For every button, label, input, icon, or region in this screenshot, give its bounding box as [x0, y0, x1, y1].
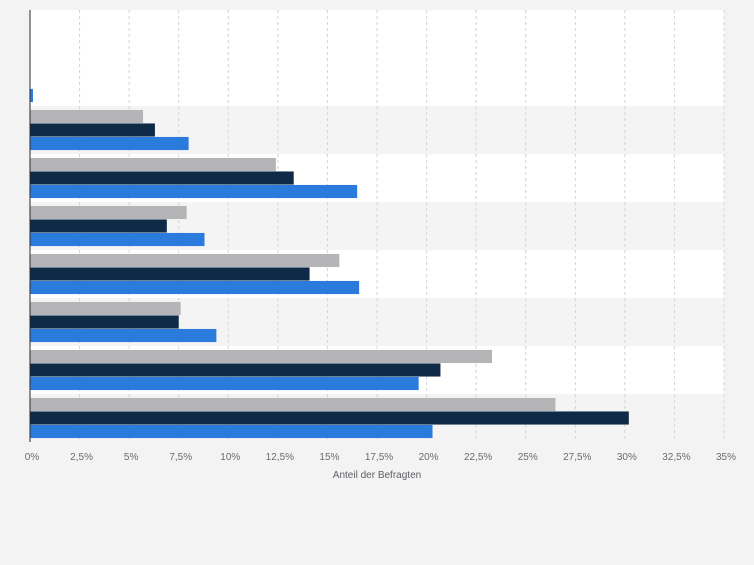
bar — [30, 253, 340, 268]
bar — [30, 136, 189, 151]
bar — [30, 397, 556, 412]
x-tick-label: 27,5% — [563, 452, 591, 463]
x-tick-label: 25% — [518, 452, 538, 463]
x-tick-label: 12,5% — [266, 452, 294, 463]
x-tick-label: 32,5% — [662, 452, 690, 463]
bar — [30, 219, 167, 233]
bar — [30, 411, 33, 425]
bar — [30, 267, 310, 281]
bar — [30, 205, 187, 220]
x-tick-label: 35% — [716, 452, 736, 463]
x-tick-label: 20% — [419, 452, 439, 463]
bar — [30, 157, 276, 172]
bar — [30, 184, 358, 199]
bar — [30, 349, 493, 364]
bar — [30, 171, 294, 185]
bar — [30, 280, 360, 295]
x-tick-labels: 0% 2,5% 5% 7,5% 10% 12,5% 15% 17,5% 20% 22,5% 25% 2… — [25, 452, 736, 463]
bar — [30, 301, 181, 316]
x-axis-label: Anteil der Befragten — [333, 470, 421, 481]
x-tick-label: 10% — [220, 452, 240, 463]
bar — [30, 328, 217, 343]
bar — [30, 363, 441, 377]
bar — [30, 315, 179, 329]
bar — [30, 424, 33, 439]
x-tick-label: 30% — [617, 452, 637, 463]
x-tick-label: 2,5% — [70, 452, 93, 463]
bars — [30, 88, 629, 439]
x-tick-label: 5% — [124, 452, 139, 463]
bar — [30, 411, 629, 425]
bar — [30, 376, 419, 391]
bar — [30, 232, 205, 247]
bar — [30, 88, 33, 103]
x-tick-label: 7,5% — [169, 452, 192, 463]
bar — [30, 109, 144, 124]
x-tick-label: 17,5% — [365, 452, 393, 463]
bar — [30, 424, 433, 439]
bar — [30, 123, 155, 137]
x-tick-label: 0% — [25, 452, 40, 463]
x-tick-label: 22,5% — [464, 452, 492, 463]
x-tick-label: 15% — [319, 452, 339, 463]
